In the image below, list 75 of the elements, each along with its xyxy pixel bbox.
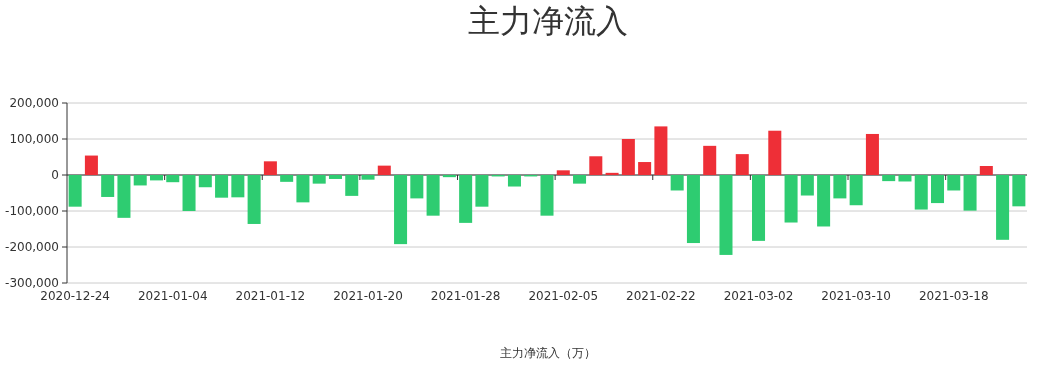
bar: [182, 175, 196, 211]
bar: [817, 175, 831, 227]
bar: [800, 175, 814, 196]
y-tick-label: -200,000: [5, 240, 59, 254]
bar: [312, 175, 326, 184]
x-axis-title: 主力净流入（万）: [500, 346, 596, 360]
bar: [996, 175, 1010, 240]
bar: [638, 162, 652, 175]
bar: [833, 175, 847, 199]
bar: [459, 175, 473, 223]
bar: [117, 175, 131, 218]
x-tick-label: 2020-12-24: [40, 289, 111, 303]
x-tick-label: 2021-03-10: [821, 289, 892, 303]
x-tick-label: 2021-01-12: [235, 289, 306, 303]
chart-title: 主力净流入: [468, 2, 628, 40]
bar: [215, 175, 229, 198]
bar: [426, 175, 440, 216]
bar: [345, 175, 359, 196]
bar: [133, 175, 147, 186]
y-tick-label: 200,000: [9, 96, 59, 110]
bar: [898, 175, 912, 182]
bar: [654, 126, 668, 175]
y-tick-label: -300,000: [5, 276, 59, 290]
bar: [68, 175, 82, 207]
bar: [328, 175, 342, 179]
bar: [703, 145, 717, 175]
bar: [1012, 175, 1026, 207]
bar: [865, 133, 879, 175]
y-tick-label: 0: [51, 168, 59, 182]
bar: [247, 175, 261, 224]
bar: [231, 175, 245, 198]
bar: [719, 175, 733, 255]
bar: [198, 175, 212, 188]
bar: [947, 175, 961, 191]
bar: [377, 165, 391, 175]
x-tick-label: 2021-01-28: [430, 289, 501, 303]
x-tick-label: 2021-02-22: [626, 289, 696, 303]
bar: [768, 130, 782, 175]
bar: [784, 175, 798, 223]
bar: [752, 175, 766, 241]
bar: [882, 175, 896, 182]
x-tick-label: 2021-01-20: [333, 289, 403, 303]
bar: [166, 175, 180, 183]
bar: [573, 175, 587, 184]
bar: [914, 175, 928, 210]
bar: [849, 175, 863, 206]
bar: [280, 175, 294, 182]
bar: [149, 175, 163, 181]
bar: [963, 175, 977, 211]
bar: [605, 172, 619, 175]
bar: [263, 161, 277, 175]
y-tick-label: -100,000: [5, 204, 59, 218]
bar: [670, 175, 684, 191]
bar: [361, 175, 375, 180]
x-tick-label: 2021-01-04: [137, 289, 208, 303]
bar: [296, 175, 310, 203]
bar: [475, 175, 489, 207]
bar: [735, 154, 749, 175]
bar: [442, 175, 456, 178]
y-tick-label: 100,000: [9, 132, 59, 146]
bar: [621, 139, 635, 175]
bar: [556, 170, 570, 175]
bar: [101, 175, 115, 197]
bar: [410, 175, 424, 199]
x-tick-label: 2021-03-02: [723, 289, 794, 303]
x-tick-label: 2021-02-05: [528, 289, 599, 303]
bar: [979, 166, 993, 175]
bar: [686, 175, 700, 244]
bar: [589, 156, 603, 175]
bar: [931, 175, 945, 204]
bar: [394, 175, 408, 245]
x-tick-label: 2021-03-18: [918, 289, 989, 303]
bar: [540, 175, 554, 216]
bar: [507, 175, 521, 187]
bar: [84, 155, 98, 175]
